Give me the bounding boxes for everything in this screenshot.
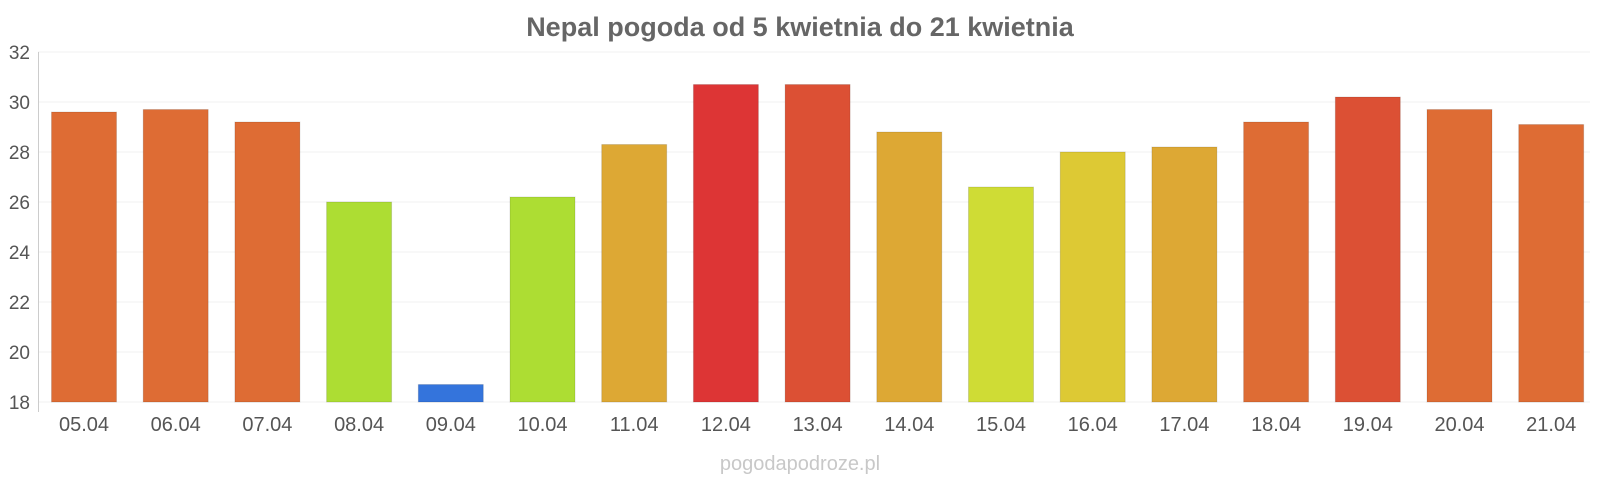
chart-title: Nepal pogoda od 5 kwietnia do 21 kwietni…	[526, 12, 1075, 42]
bar-19.04	[1334, 96, 1401, 403]
x-tick-label: 13.04	[793, 414, 843, 436]
x-tick-label: 20.04	[1434, 414, 1484, 436]
x-tick-label: 21.04	[1526, 414, 1576, 436]
x-tick-label: 11.04	[610, 414, 659, 436]
bar-05.04	[51, 111, 117, 403]
y-tick-label: 32	[9, 43, 30, 64]
bar-11.04	[601, 144, 668, 403]
bar-18.04	[1243, 121, 1310, 403]
x-tick-label: 08.04	[334, 414, 384, 436]
bar-13.04	[784, 84, 851, 403]
x-tick-label: 06.04	[151, 414, 201, 436]
x-tick-label: 17.04	[1159, 414, 1209, 436]
bar-07.04	[234, 121, 301, 403]
x-tick-label: 09.04	[426, 414, 476, 436]
x-tick-label: 16.04	[1068, 414, 1118, 436]
y-tick-label: 24	[9, 243, 31, 264]
x-tick-label: 12.04	[701, 414, 751, 436]
bar-10.04	[509, 196, 576, 403]
x-tick-label: 10.04	[517, 414, 567, 436]
bar-08.04	[326, 201, 393, 403]
bars	[51, 84, 1585, 403]
bar-09.04	[417, 384, 484, 403]
x-tick-label: 18.04	[1251, 414, 1301, 436]
bar-06.04	[142, 109, 209, 403]
watermark: pogodapodroze.pl	[720, 453, 880, 475]
bar-15.04	[968, 186, 1034, 403]
x-tick-label: 19.04	[1343, 414, 1393, 436]
x-axis-labels: 05.04 06.04 07.04 08.04 09.04 10.04 11.04 12.04…	[59, 414, 1576, 436]
y-tick-label: 22	[9, 293, 30, 314]
y-tick-label: 28	[9, 143, 30, 164]
y-tick-label: 18	[9, 393, 30, 414]
bar-20.04	[1426, 109, 1493, 403]
bar-12.04	[692, 84, 759, 403]
x-tick-label: 14.04	[884, 414, 934, 436]
y-tick-label: 30	[9, 93, 30, 114]
y-tick-label: 20	[9, 343, 30, 364]
x-tick-label: 07.04	[242, 414, 292, 436]
y-tick-label: 26	[9, 193, 30, 214]
y-axis-ticks: 18 20 22 24 26 28 30 32	[9, 43, 31, 414]
x-tick-label: 05.04	[59, 414, 109, 436]
bar-17.04	[1151, 146, 1218, 403]
bar-16.04	[1059, 151, 1126, 403]
x-tick-label: 15.04	[976, 414, 1026, 436]
bar-21.04	[1518, 124, 1585, 403]
bar-14.04	[876, 131, 943, 403]
